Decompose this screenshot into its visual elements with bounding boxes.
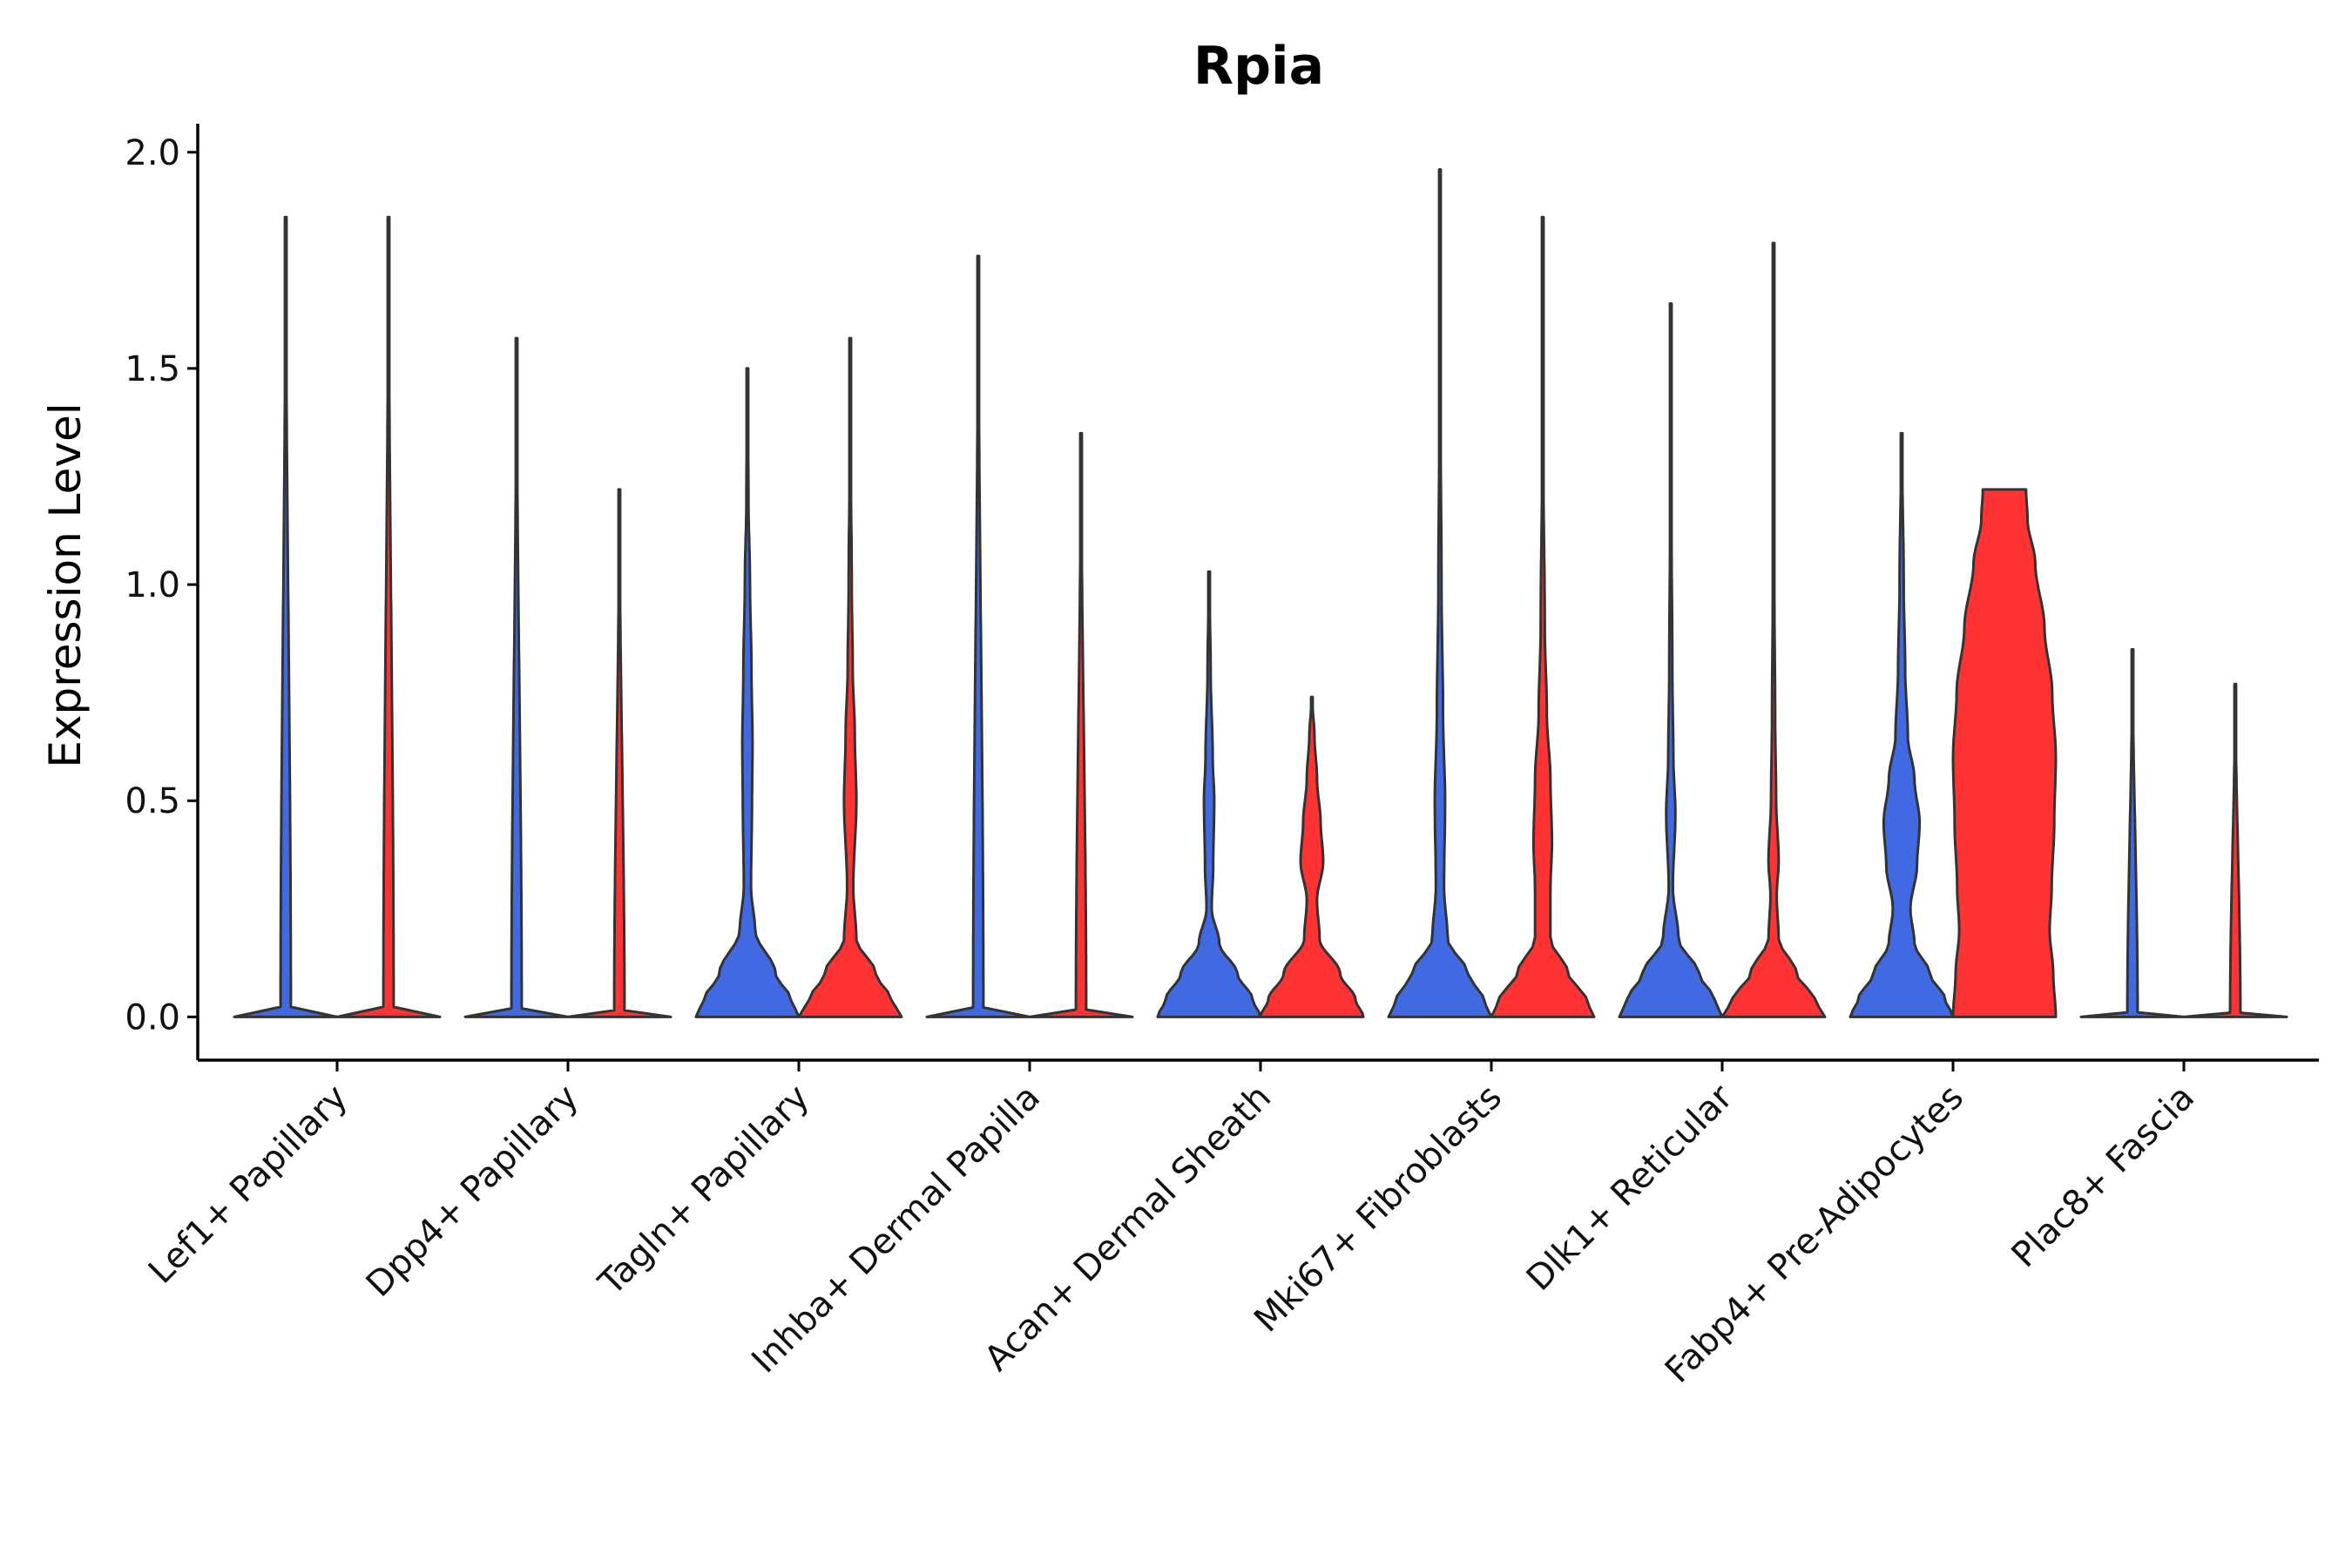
violin-group2-3 xyxy=(797,336,903,1018)
violin-group2-6 xyxy=(1490,215,1596,1018)
violin-group1-6 xyxy=(1387,168,1493,1018)
x-tick-label: Mki67+ Fibroblasts xyxy=(1247,1078,1510,1341)
y-tick-label: 0.5 xyxy=(125,781,180,821)
x-tick-label: Dlk1+ Reticular xyxy=(1519,1077,1741,1299)
violin-group1-9 xyxy=(2079,648,2186,1018)
violin-group1-5 xyxy=(1156,570,1262,1018)
x-tick-label: Dpp4+ Papillary xyxy=(359,1078,586,1305)
y-axis: 0.0 0.5 1.0 1.5 2.0 xyxy=(125,124,199,1060)
violin-group2-2 xyxy=(566,488,672,1018)
x-tick-label: Lef1+ Papillary xyxy=(141,1078,355,1292)
y-tick-label: 0.0 xyxy=(125,997,180,1037)
y-axis-label: Expression Level xyxy=(40,402,91,767)
violin-group2-8 xyxy=(1951,488,2058,1018)
x-tick-label: Tagln+ Papillary xyxy=(591,1078,817,1304)
x-axis: Lef1+ Papillary Dpp4+ Papillary Tagln+ Pap… xyxy=(141,1058,2319,1391)
violin-group2-1 xyxy=(335,215,442,1018)
y-tick-label: 1.5 xyxy=(125,349,180,389)
violin-group2-7 xyxy=(1720,241,1827,1018)
y-tick-label: 1.0 xyxy=(125,565,180,605)
violin-group2-9 xyxy=(2182,682,2288,1018)
violin-plot-area xyxy=(233,168,2288,1018)
violin-group1-4 xyxy=(925,254,1031,1018)
y-tick-label: 2.0 xyxy=(125,133,180,173)
violin-group1-3 xyxy=(694,367,801,1018)
violin-group1-7 xyxy=(1618,302,1724,1018)
chart-title: Rpia xyxy=(1193,36,1324,97)
x-tick-label: Plac8+ Fascia xyxy=(2004,1078,2203,1276)
violin-group2-5 xyxy=(1259,695,1365,1018)
violin-group1-2 xyxy=(463,336,570,1018)
violin-group2-4 xyxy=(1028,431,1134,1018)
violin-group1-8 xyxy=(1848,431,1955,1018)
violin-group1-1 xyxy=(233,215,339,1018)
